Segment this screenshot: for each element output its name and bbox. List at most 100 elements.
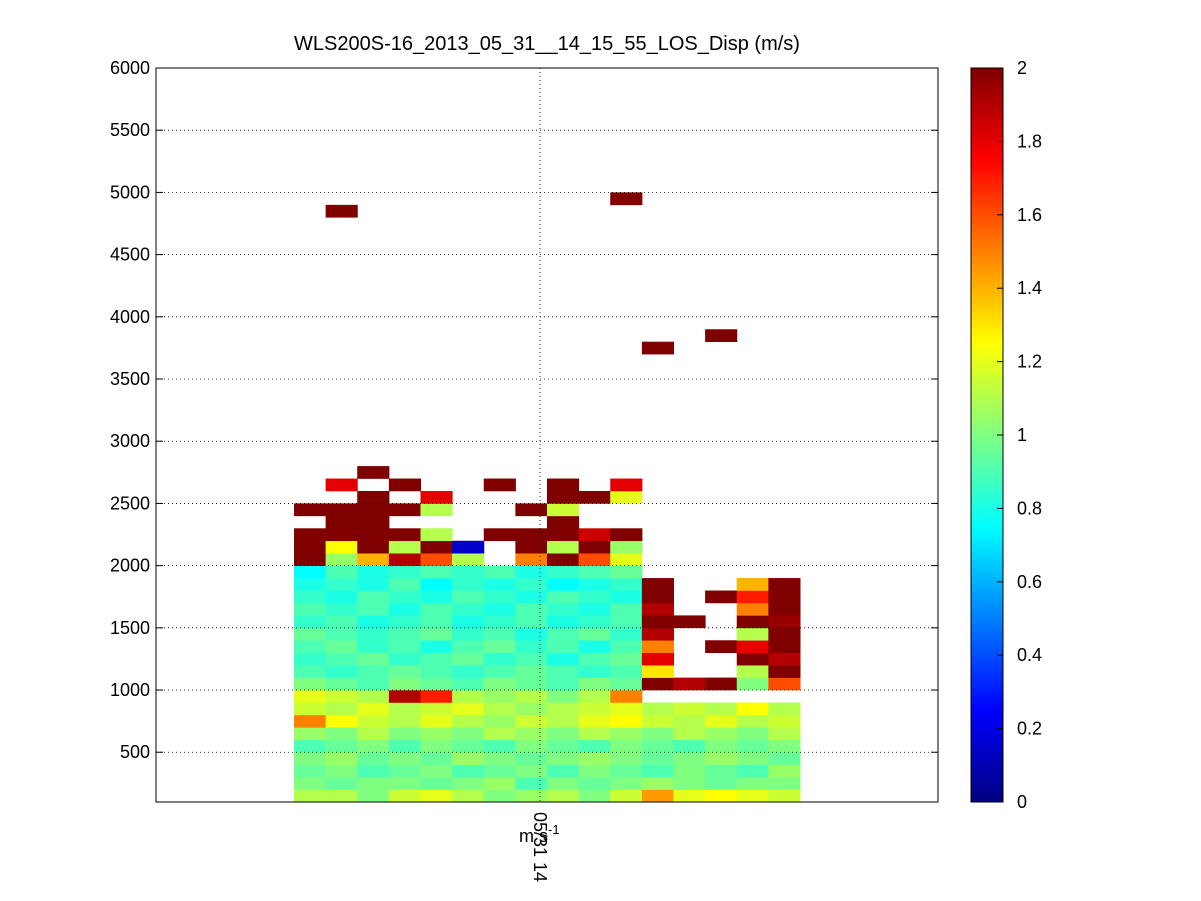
heatmap-cell [388,665,421,678]
heatmap-cell [673,714,706,728]
heatmap-cell [420,652,453,666]
heatmap-cell [388,540,421,554]
heatmap-cell [768,752,801,765]
heatmap-cell [578,640,611,654]
heatmap-cell [452,640,485,654]
heatmap-cell [578,578,611,591]
heatmap-cell [357,503,390,517]
heatmap-cell [388,752,421,765]
heatmap-cell [357,490,390,504]
heatmap-cell [515,540,548,554]
heatmap-cell [294,702,327,716]
colorbar-tick-label: 0.4 [1017,645,1042,665]
heatmap-cell [515,777,548,790]
heatmap-cell [641,627,674,641]
heatmap-cell [578,565,611,579]
heatmap-cell [736,702,769,716]
heatmap-cell [357,602,390,616]
heatmap-cell [673,727,706,741]
heatmap-cell [294,528,327,542]
heatmap-cell [357,702,390,716]
heatmap-cell [610,702,643,716]
heatmap-cell [736,739,769,753]
heatmap-cell [547,752,580,765]
heatmap-cell [325,652,358,666]
heatmap-cell [420,714,453,728]
heatmap-cell [420,764,453,778]
heatmap-cell [705,752,738,765]
heatmap-cell [515,764,548,778]
heatmap-cell [483,714,516,728]
heatmap-cell [641,714,674,728]
heatmap-cell [547,627,580,641]
heatmap-cell [705,714,738,728]
heatmap-cell [483,478,516,492]
heatmap-cell [547,677,580,691]
heatmap-cell [357,690,390,703]
heatmap-cell [610,739,643,753]
heatmap-cell [388,714,421,728]
heatmap-cell [325,627,358,641]
x-tick-label: 05/31 14 [530,812,550,882]
colorbar-tick-label: 1 [1017,425,1027,445]
heatmap-cell [483,602,516,616]
heatmap-cell [357,739,390,753]
heatmap-cell [357,789,390,803]
heatmap-cell [515,652,548,666]
heatmap-cell [578,665,611,678]
heatmap-cell [452,652,485,666]
heatmap-cell [515,578,548,591]
heatmap-cell [483,565,516,579]
heatmap-cell [610,640,643,654]
heatmap-cell [357,590,390,604]
heatmap-cell [483,739,516,753]
heatmap-cell [357,540,390,554]
heatmap-cell [578,490,611,504]
heatmap-cell [768,602,801,616]
heatmap-cell [610,615,643,629]
heatmap-cell [768,652,801,666]
heatmap-cell [420,590,453,604]
heatmap-cell [294,565,327,579]
heatmap-cell [610,727,643,741]
heatmap-cell [768,665,801,678]
heatmap-cell [420,627,453,641]
heatmap-cell [705,702,738,716]
heatmap-cell [736,665,769,678]
heatmap-cell [420,727,453,741]
colorbar-tick-label: 1.2 [1017,352,1042,372]
heatmap-cell [452,764,485,778]
colorbar-tick-label: 1.8 [1017,131,1042,151]
heatmap-cell [294,540,327,554]
heatmap-cell [325,677,358,691]
heatmap-cells [294,192,801,803]
heatmap-cell [705,727,738,741]
heatmap-cell [673,739,706,753]
heatmap-cell [357,714,390,728]
heatmap-cell [294,764,327,778]
y-tick-label: 5500 [110,120,150,140]
heatmap-cell [325,204,358,218]
heatmap-cell [483,528,516,542]
heatmap-cell [483,627,516,641]
heatmap-cell [610,677,643,691]
heatmap-cell [736,764,769,778]
heatmap-cell [294,615,327,629]
heatmap-cell [705,590,738,604]
heatmap-cell [705,777,738,790]
colorbar-tick-label: 0.8 [1017,498,1042,518]
heatmap-cell [294,553,327,566]
heatmap-cell [578,677,611,691]
heatmap-cell [547,640,580,654]
heatmap-cell [673,677,706,691]
heatmap-cell [736,677,769,691]
heatmap-cell [294,727,327,741]
heatmap-cell [452,615,485,629]
heatmap-cell [705,789,738,803]
heatmap-cell [641,764,674,778]
heatmap-cell [768,764,801,778]
heatmap-cell [705,640,738,654]
heatmap-cell [641,665,674,678]
heatmap-cell [388,640,421,654]
heatmap-cell [325,615,358,629]
